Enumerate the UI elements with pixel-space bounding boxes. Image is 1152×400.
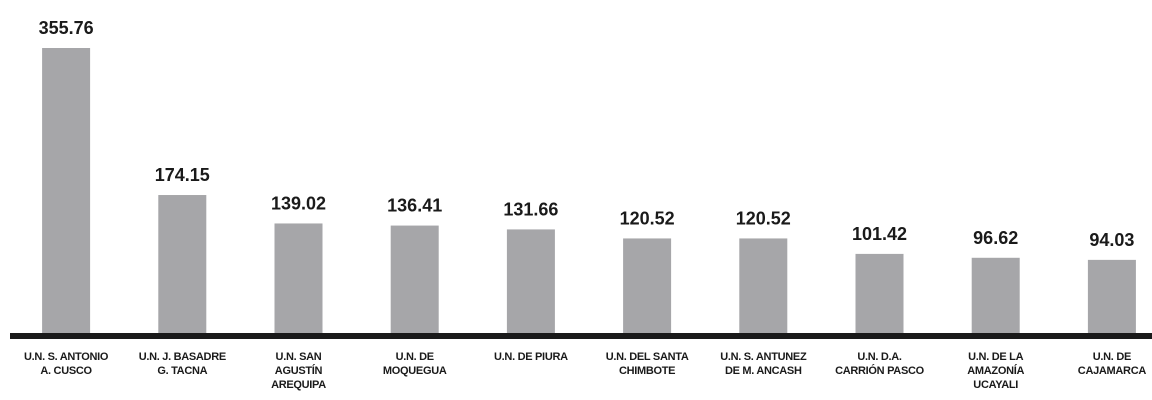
- value-label: 139.02: [271, 193, 326, 213]
- baseline: [10, 333, 1152, 339]
- value-label: 120.52: [736, 208, 791, 228]
- x-tick-label-line: CHIMBOTE: [619, 365, 675, 377]
- x-tick-label-line: CAJAMARCA: [1078, 365, 1147, 377]
- x-tick-label-line: MOQUEGUA: [383, 365, 447, 377]
- x-tick-label: U.N. SAN AGUSTÍN AREQUIPA: [271, 351, 326, 391]
- x-tick-label-line: AGUSTÍN: [275, 364, 323, 377]
- x-tick-label: U.N. DE CAJAMARCA: [1078, 351, 1147, 377]
- bar: [855, 253, 904, 336]
- x-tick-label: U.N. DE MOQUEGUA: [383, 351, 447, 377]
- x-tick-label: U.N. J. BASADRE G. TACNA: [139, 351, 226, 377]
- bar: [739, 238, 788, 336]
- x-tick-label-line: U.N. D.A.: [857, 351, 902, 363]
- x-tick-label: U.N. DE LA AMAZONÍA UCAYALI: [967, 351, 1024, 391]
- bar: [274, 223, 323, 336]
- x-tick-label-line: U.N. S. ANTUNEZ: [720, 351, 807, 363]
- value-label: 101.42: [852, 224, 907, 244]
- value-label: 131.66: [503, 199, 558, 219]
- x-tick-label: U.N. DE PIURA: [494, 351, 568, 363]
- x-tick-label: U.N. S. ANTONIO A. CUSCO: [24, 351, 109, 377]
- x-tick-label: U.N. D.A. CARRIÓN PASCO: [835, 351, 925, 377]
- x-tick-label: U.N. DEL SANTA CHIMBOTE: [606, 351, 689, 377]
- x-tick-label-line: AMAZONÍA: [967, 364, 1024, 377]
- bar: [42, 48, 91, 336]
- value-label: 136.41: [387, 196, 442, 216]
- x-tick-label-line: U.N. S. ANTONIO: [24, 351, 109, 363]
- x-tick-label-line: U.N. J. BASADRE: [139, 351, 226, 363]
- x-tick-label-line: A. CUSCO: [40, 365, 92, 377]
- bar: [1087, 259, 1136, 336]
- x-tick-label-line: AREQUIPA: [271, 379, 326, 391]
- bar: [158, 195, 207, 336]
- x-tick-label-line: U.N. DE PIURA: [494, 351, 568, 363]
- x-tick-label-line: G. TACNA: [157, 365, 207, 377]
- value-label: 355.76: [39, 18, 94, 38]
- x-tick-label-line: CARRIÓN PASCO: [835, 364, 925, 377]
- x-tick-label-line: DE M. ANCASH: [725, 365, 802, 377]
- bar: [971, 257, 1020, 336]
- x-tick-label-line: U.N. DE: [396, 351, 434, 363]
- x-tick-label: U.N. S. ANTUNEZ DE M. ANCASH: [720, 351, 807, 377]
- bar: [506, 229, 555, 336]
- x-tick-label-line: U.N. DE: [1093, 351, 1131, 363]
- value-label: 174.15: [155, 165, 210, 185]
- bar: [623, 238, 672, 336]
- bar: [390, 225, 439, 336]
- value-label: 120.52: [620, 208, 675, 228]
- x-tick-label-line: U.N. SAN: [276, 351, 322, 363]
- x-tick-label-line: UCAYALI: [973, 379, 1018, 391]
- x-tick-label-line: U.N. DEL SANTA: [606, 351, 689, 363]
- value-label: 96.62: [973, 228, 1018, 248]
- x-tick-label-line: U.N. DE LA: [968, 351, 1023, 363]
- value-label: 94.03: [1089, 230, 1134, 250]
